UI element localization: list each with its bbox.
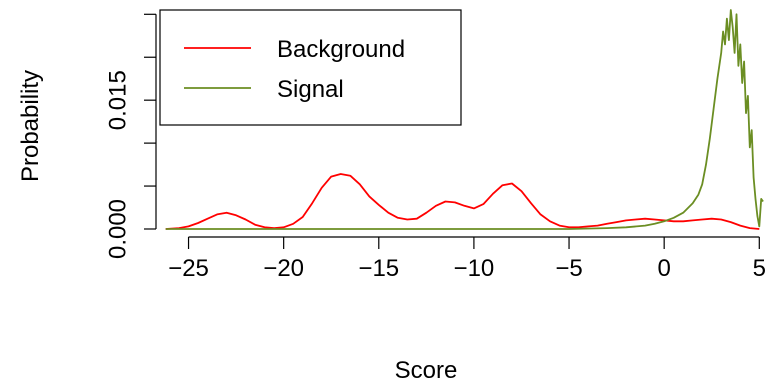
series-line-background [165,173,760,230]
x-tick-label: −15 [358,255,399,282]
y-axis-title: Probability [17,70,44,182]
axes: −25 −20 −15 −10 −5 0 5 0.000 0.015 [105,13,766,282]
series-line-signal [165,9,764,230]
y-tick-label: 0.015 [105,70,132,130]
x-tick-label: −20 [263,255,304,282]
x-tick-label: 0 [657,255,670,282]
legend-box [159,9,462,126]
legend-label-background: Background [277,36,405,63]
x-axis-title: Score [395,357,458,383]
series-lines [165,9,764,230]
legend-label-signal: Signal [277,76,344,103]
x-tick-label: 5 [753,255,766,282]
x-tick-label: −5 [555,255,582,282]
x-tick-label: −10 [454,255,495,282]
x-tick-label: −25 [168,255,209,282]
legend: Background Signal [159,9,462,126]
y-tick-label: 0.000 [105,199,132,259]
